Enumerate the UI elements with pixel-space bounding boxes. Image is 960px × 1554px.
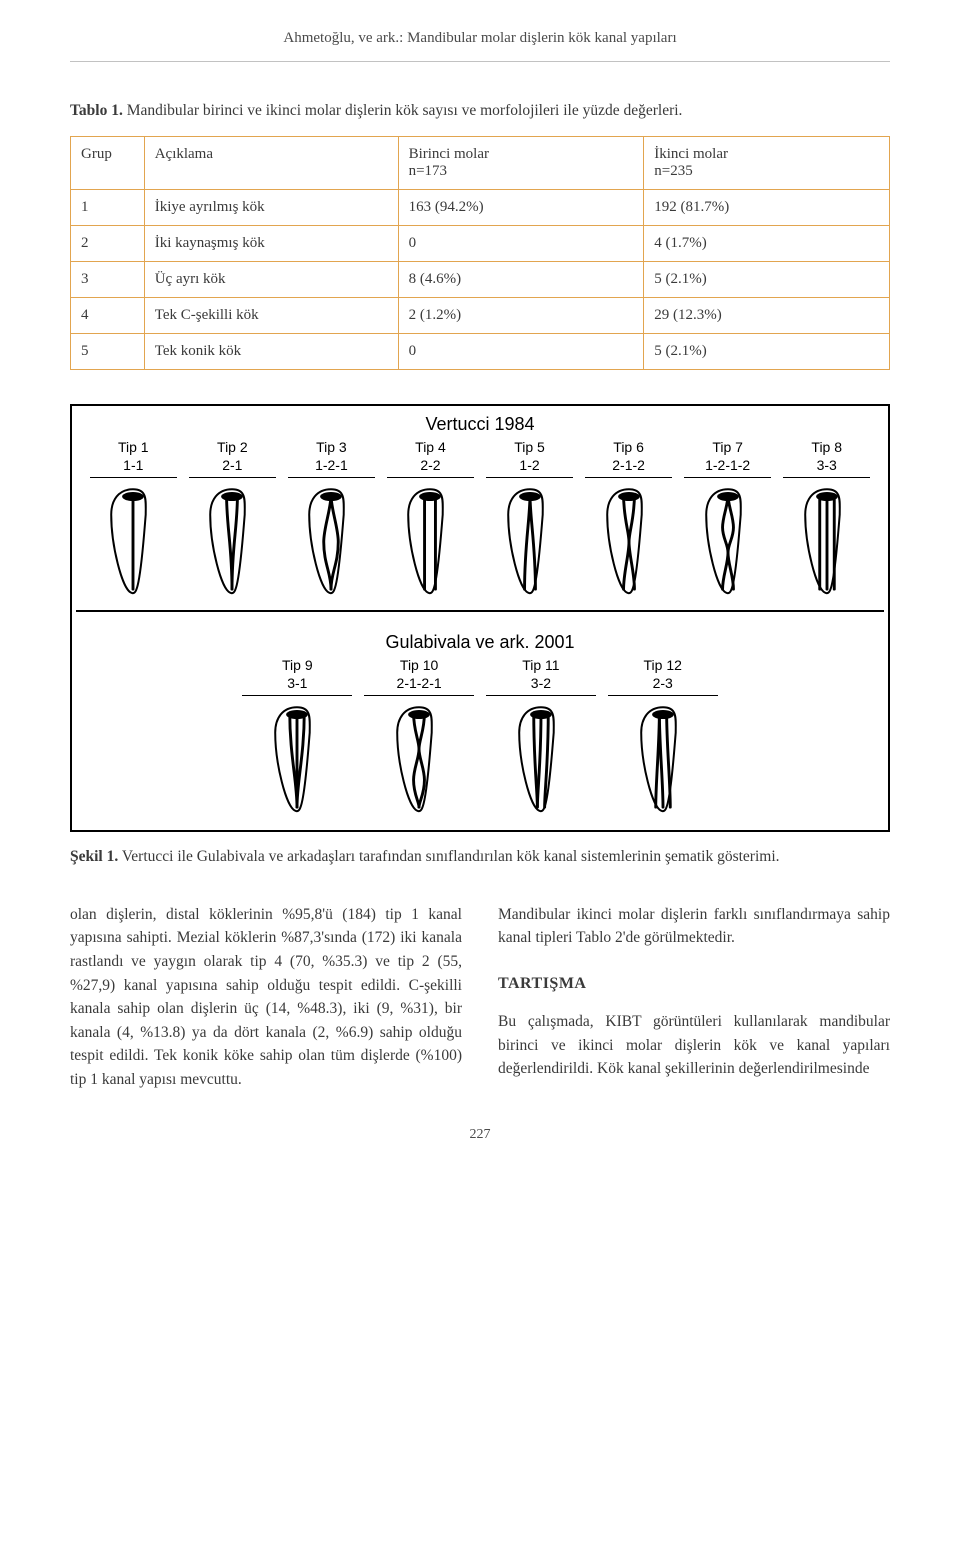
figure-cell-label: Tip 62-1-2 bbox=[585, 439, 672, 478]
header-rule bbox=[70, 61, 890, 62]
tooth-icon bbox=[396, 482, 464, 600]
th-birinci-l2: n=173 bbox=[409, 163, 447, 179]
figure-cell-label: Tip 11-1 bbox=[90, 439, 177, 478]
figure-cell: Tip 93-1 bbox=[236, 655, 358, 822]
figure1-caption-label: Şekil 1. bbox=[70, 848, 118, 865]
table-cell: Tek konik kök bbox=[144, 334, 398, 370]
table1: Grup Açıklama Birinci molar n=173 İkinci… bbox=[70, 136, 890, 370]
table-row: 4Tek C-şekilli kök2 (1.2%)29 (12.3%) bbox=[71, 298, 890, 334]
left-paragraph: olan dişlerin, distal köklerinin %95,8'ü… bbox=[70, 903, 462, 1091]
table-cell: 5 (2.1%) bbox=[644, 334, 890, 370]
right-column: Mandibular ikinci molar dişlerin farklı … bbox=[498, 903, 890, 1091]
figure1-panel: Vertucci 1984 Tip 11-1 Tip 22-1 Tip 31-2-1… bbox=[70, 404, 890, 832]
page-number: 227 bbox=[70, 1127, 890, 1143]
table-row: 1İkiye ayrılmış kök163 (94.2%)192 (81.7%… bbox=[71, 190, 890, 226]
figure-cell-label: Tip 31-2-1 bbox=[288, 439, 375, 478]
figure-cell: Tip 83-3 bbox=[777, 437, 876, 604]
th-birinci: Birinci molar n=173 bbox=[398, 137, 644, 190]
figure-cell: Tip 31-2-1 bbox=[282, 437, 381, 604]
table-cell: 0 bbox=[398, 226, 644, 262]
table-cell: İkiye ayrılmış kök bbox=[144, 190, 398, 226]
figure-cell: Tip 22-1 bbox=[183, 437, 282, 604]
th-aciklama: Açıklama bbox=[144, 137, 398, 190]
body-columns: olan dişlerin, distal köklerinin %95,8'ü… bbox=[70, 903, 890, 1091]
table-row: 5Tek konik kök05 (2.1%) bbox=[71, 334, 890, 370]
table-cell: 5 (2.1%) bbox=[644, 262, 890, 298]
th-grup: Grup bbox=[71, 137, 145, 190]
table-cell: 29 (12.3%) bbox=[644, 298, 890, 334]
tooth-icon bbox=[496, 482, 564, 600]
tooth-icon bbox=[198, 482, 266, 600]
tooth-icon bbox=[99, 482, 167, 600]
figure1-title-gulabivala: Gulabivala ve ark. 2001 bbox=[74, 632, 886, 653]
table-cell: 2 bbox=[71, 226, 145, 262]
th-ikinci: İkinci molar n=235 bbox=[644, 137, 890, 190]
figure1-caption-text: Vertucci ile Gulabivala ve arkadaşları t… bbox=[118, 848, 779, 865]
right-paragraph-2: Bu çalışmada, KIBT görüntüleri kullanıla… bbox=[498, 1010, 890, 1081]
figure-cell: Tip 62-1-2 bbox=[579, 437, 678, 604]
table1-caption-text: Mandibular birinci ve ikinci molar dişle… bbox=[123, 102, 683, 119]
figure-cell: Tip 11-1 bbox=[84, 437, 183, 604]
figure1-title-vertucci: Vertucci 1984 bbox=[74, 414, 886, 435]
table-cell: 4 bbox=[71, 298, 145, 334]
figure-cell: Tip 113-2 bbox=[480, 655, 602, 822]
figure-cell-label: Tip 102-1-2-1 bbox=[364, 657, 474, 696]
figure-cell: Tip 51-2 bbox=[480, 437, 579, 604]
figure1-caption: Şekil 1. Vertucci ile Gulabivala ve arka… bbox=[70, 846, 890, 868]
figure1-row1: Tip 11-1 Tip 22-1 Tip 31-2-1 Tip 42-2 Tip 51… bbox=[74, 437, 886, 604]
section-heading-tartisma: TARTIŞMA bbox=[498, 972, 890, 996]
tooth-icon bbox=[507, 700, 575, 818]
table-cell: 1 bbox=[71, 190, 145, 226]
table-row: 2İki kaynaşmış kök04 (1.7%) bbox=[71, 226, 890, 262]
figure-cell-label: Tip 51-2 bbox=[486, 439, 573, 478]
table-cell: 5 bbox=[71, 334, 145, 370]
left-column: olan dişlerin, distal köklerinin %95,8'ü… bbox=[70, 903, 462, 1091]
figure1-row2: Tip 93-1 Tip 102-1-2-1 Tip 113-2 Tip 122-3 bbox=[74, 655, 886, 822]
table-row: 3Üç ayrı kök8 (4.6%)5 (2.1%) bbox=[71, 262, 890, 298]
tooth-icon bbox=[793, 482, 861, 600]
table-cell: 4 (1.7%) bbox=[644, 226, 890, 262]
figure-cell: Tip 71-2-1-2 bbox=[678, 437, 777, 604]
table-cell: 192 (81.7%) bbox=[644, 190, 890, 226]
right-paragraph-1: Mandibular ikinci molar dişlerin farklı … bbox=[498, 903, 890, 950]
tooth-icon bbox=[385, 700, 453, 818]
table1-caption-label: Tablo 1. bbox=[70, 102, 123, 119]
tooth-icon bbox=[595, 482, 663, 600]
table-cell: Üç ayrı kök bbox=[144, 262, 398, 298]
table1-header-row: Grup Açıklama Birinci molar n=173 İkinci… bbox=[71, 137, 890, 190]
figure-cell: Tip 102-1-2-1 bbox=[358, 655, 480, 822]
figure-cell-label: Tip 113-2 bbox=[486, 657, 596, 696]
figure-cell: Tip 122-3 bbox=[602, 655, 724, 822]
figure-cell-label: Tip 122-3 bbox=[608, 657, 718, 696]
th-birinci-l1: Birinci molar bbox=[409, 146, 489, 162]
tooth-icon bbox=[629, 700, 697, 818]
table-cell: 2 (1.2%) bbox=[398, 298, 644, 334]
th-ikinci-l2: n=235 bbox=[654, 163, 692, 179]
tooth-icon bbox=[694, 482, 762, 600]
figure-cell-label: Tip 42-2 bbox=[387, 439, 474, 478]
table-cell: 8 (4.6%) bbox=[398, 262, 644, 298]
tooth-icon bbox=[263, 700, 331, 818]
figure-cell-label: Tip 93-1 bbox=[242, 657, 352, 696]
figure-cell-label: Tip 22-1 bbox=[189, 439, 276, 478]
table-cell: 0 bbox=[398, 334, 644, 370]
figure-cell-label: Tip 83-3 bbox=[783, 439, 870, 478]
figure-cell: Tip 42-2 bbox=[381, 437, 480, 604]
tooth-icon bbox=[297, 482, 365, 600]
table-cell: 3 bbox=[71, 262, 145, 298]
table-cell: Tek C-şekilli kök bbox=[144, 298, 398, 334]
th-ikinci-l1: İkinci molar bbox=[654, 146, 728, 162]
table-cell: İki kaynaşmış kök bbox=[144, 226, 398, 262]
figure-cell-label: Tip 71-2-1-2 bbox=[684, 439, 771, 478]
table-cell: 163 (94.2%) bbox=[398, 190, 644, 226]
table1-caption: Tablo 1. Mandibular birinci ve ikinci mo… bbox=[70, 100, 890, 122]
running-header: Ahmetoğlu, ve ark.: Mandibular molar diş… bbox=[70, 30, 890, 47]
